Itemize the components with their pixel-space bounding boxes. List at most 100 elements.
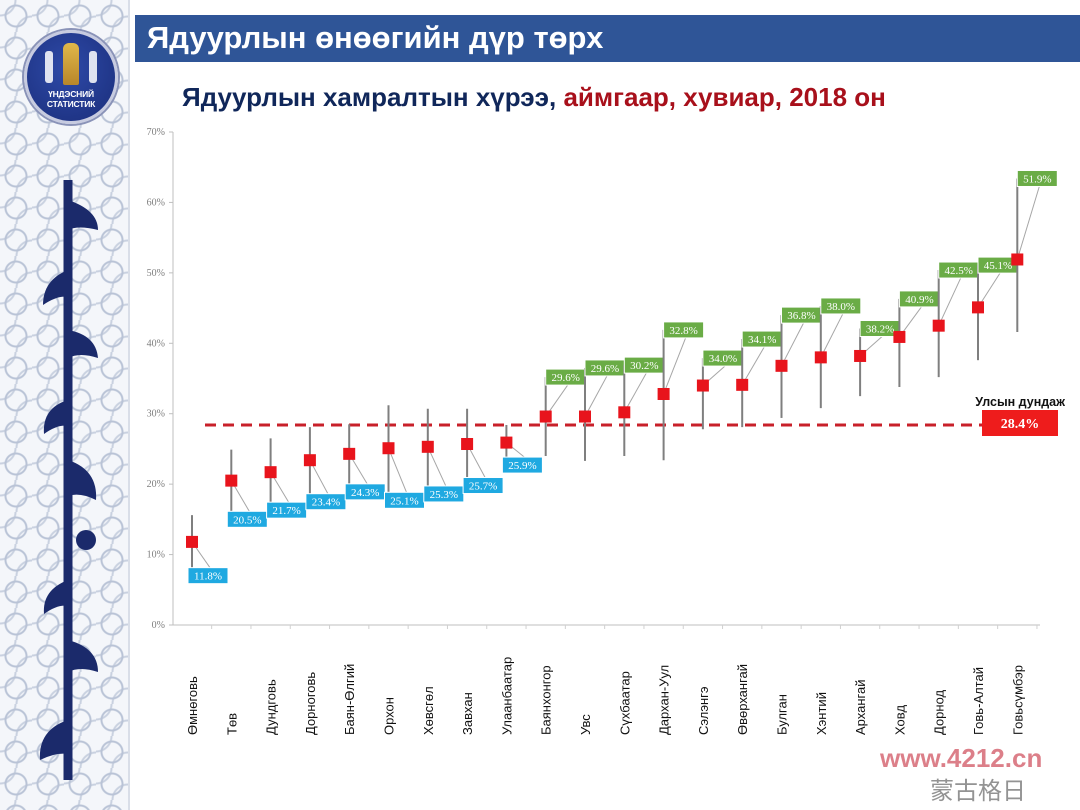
leader-line xyxy=(1016,186,1040,260)
side-divider xyxy=(128,0,130,810)
data-label: 25.1% xyxy=(390,495,418,507)
x-category-label: Өвөрхангай xyxy=(735,664,750,735)
data-label: 20.5% xyxy=(233,514,261,526)
chart-title: Ядуурлын хамралтын хүрээ, аймгаар, хувиа… xyxy=(182,82,886,113)
data-label: 23.4% xyxy=(312,497,340,509)
data-label-box xyxy=(501,456,543,474)
data-label-box xyxy=(1016,169,1058,187)
chart-title-part2: аймгаар, хувиар, 2018 он xyxy=(556,82,886,112)
leader-line xyxy=(938,277,962,326)
data-point-marker xyxy=(618,406,631,419)
data-point-marker xyxy=(186,535,198,548)
leader-line xyxy=(820,313,844,358)
data-label: 30.2% xyxy=(630,360,658,372)
data-point-marker xyxy=(657,387,670,400)
leader-line xyxy=(427,446,447,487)
x-category-label: Сэлэнгэ xyxy=(696,686,711,735)
y-tick-label: 30% xyxy=(147,409,165,420)
data-label: 24.3% xyxy=(351,487,379,499)
data-point-marker xyxy=(461,437,474,450)
x-category-label: Орхон xyxy=(382,697,397,735)
x-category-label: Дундговь xyxy=(264,679,279,735)
leader-line xyxy=(584,375,608,417)
y-tick-label: 60% xyxy=(147,197,165,208)
data-point-marker xyxy=(225,474,238,487)
data-label: 40.9% xyxy=(905,294,933,306)
x-category-label: Улаанбаатар xyxy=(499,657,514,735)
y-tick-label: 40% xyxy=(147,338,165,349)
data-point-marker xyxy=(421,440,434,453)
data-point-marker xyxy=(343,447,356,460)
x-category-label: Архангай xyxy=(853,680,868,735)
x-category-label: Дорноговь xyxy=(303,672,318,735)
data-label: 38.0% xyxy=(827,301,855,313)
data-label: 21.7% xyxy=(272,505,300,517)
leader-line xyxy=(741,346,765,386)
data-label: 34.0% xyxy=(709,353,737,365)
y-tick-label: 10% xyxy=(147,550,165,561)
data-point-marker xyxy=(775,359,788,372)
data-label: 29.6% xyxy=(591,363,619,375)
x-category-label: Төв xyxy=(224,713,239,735)
x-category-label: Булган xyxy=(775,694,790,735)
leader-line xyxy=(388,448,407,493)
x-category-label: Завхан xyxy=(460,692,475,735)
x-category-label: Баян-Өлгий xyxy=(342,664,357,735)
x-category-label: Дархан-Уул xyxy=(657,665,672,735)
y-tick-label: 70% xyxy=(147,127,165,138)
national-average-label: Улсын дундаж xyxy=(975,395,1065,409)
logo-text-line2: СТАТИСТИК xyxy=(46,99,96,109)
soyombo-emblem-icon xyxy=(63,43,79,85)
data-label: 11.8% xyxy=(194,571,222,583)
data-label-box xyxy=(820,297,862,315)
data-point-marker xyxy=(932,319,945,332)
script-left-icon xyxy=(45,51,53,83)
data-label-box xyxy=(663,321,705,339)
watermark-site: www.4212.cn xyxy=(880,743,1043,773)
data-point-marker xyxy=(539,410,552,423)
data-label: 25.9% xyxy=(508,460,536,472)
mongolian-script-decoration xyxy=(39,180,98,780)
x-category-label: Говьсүмбэр xyxy=(1010,665,1025,735)
slide-header: Ядуурлын өнөөгийн дүр төрх xyxy=(135,15,1080,62)
x-category-label: Сүхбаатар xyxy=(617,671,632,735)
data-point-marker xyxy=(736,378,749,391)
data-label: 29.6% xyxy=(551,372,579,384)
y-tick-label: 0% xyxy=(152,620,165,631)
data-label: 45.1% xyxy=(984,260,1012,272)
data-point-marker xyxy=(500,436,513,449)
x-category-label: Баянхонгор xyxy=(539,665,554,735)
y-tick-label: 50% xyxy=(147,268,165,279)
data-label: 25.7% xyxy=(469,481,497,493)
leader-line xyxy=(623,372,647,413)
y-tick-label: 20% xyxy=(147,479,165,490)
data-point-marker xyxy=(303,454,316,467)
leader-line xyxy=(781,322,804,367)
script-right-icon xyxy=(89,51,97,83)
data-label-box xyxy=(226,510,268,528)
data-label: 32.8% xyxy=(669,325,697,337)
national-average-value: 28.4% xyxy=(1001,417,1040,432)
data-point-marker xyxy=(579,410,591,423)
national-statistics-logo: ҮНДЭСНИЙ СТАТИСТИК xyxy=(24,30,118,124)
logo-text-line1: ҮНДЭСНИЙ xyxy=(48,89,94,99)
data-point-marker xyxy=(264,466,277,479)
data-label-box xyxy=(462,477,504,495)
data-label: 36.8% xyxy=(787,310,815,322)
data-label: 42.5% xyxy=(944,265,972,277)
data-point-marker xyxy=(696,379,709,392)
data-point-marker xyxy=(972,301,984,314)
x-category-label: Увс xyxy=(578,714,593,735)
data-label-box xyxy=(305,493,347,511)
data-point-marker xyxy=(893,330,906,343)
x-category-label: Өмнөговь xyxy=(185,676,200,735)
data-label-box xyxy=(187,567,229,585)
watermark-wechat: 蒙古格日 xyxy=(930,778,1026,805)
leader-line xyxy=(663,337,687,395)
data-label: 25.3% xyxy=(430,489,458,501)
x-category-label: Дорнод xyxy=(932,689,947,735)
data-point-marker xyxy=(1011,253,1024,266)
data-label: 38.2% xyxy=(866,323,894,335)
chart-title-part1: Ядуурлын хамралтын хүрээ, xyxy=(182,82,557,112)
